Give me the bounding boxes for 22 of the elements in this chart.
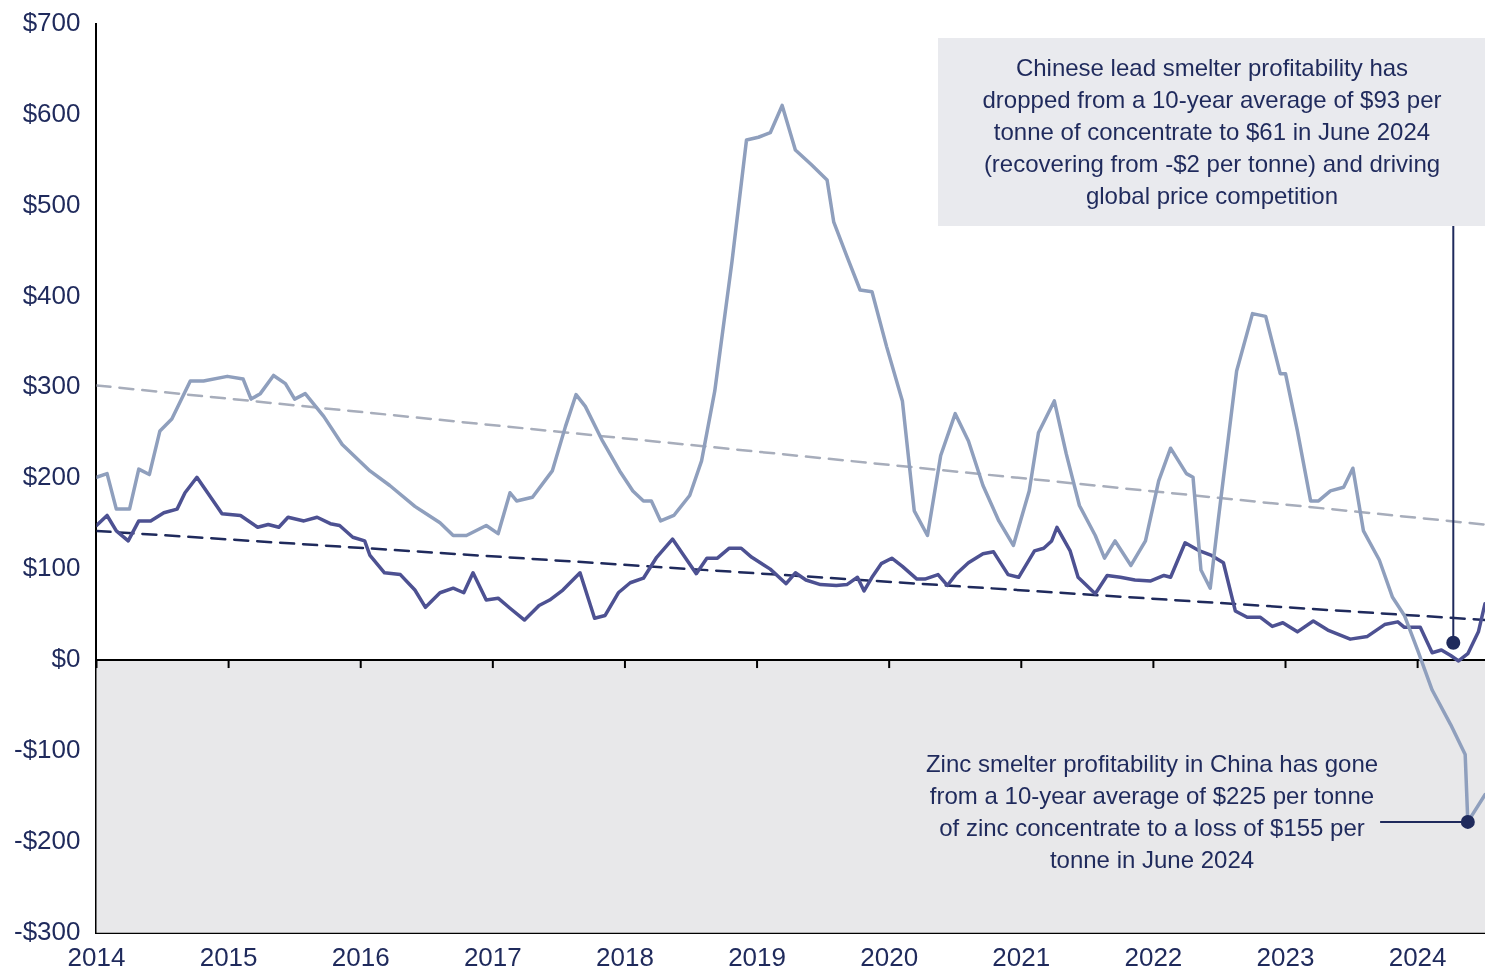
- x-tick-label: 2018: [596, 941, 654, 972]
- y-tick-label: -$100: [14, 734, 81, 765]
- y-tick-label: $100: [22, 552, 81, 583]
- x-tick-label: 2016: [331, 941, 390, 972]
- annotation: Chinese lead smelter profitability has dropped from a 10-year average of $93 per tonne of concentrate to $61 in June 2024 (recovering from -$2 per tonne) and driving global price competition: [981, 53, 1443, 211]
- x-tick-label: 2015: [199, 941, 258, 972]
- x-tick-label: 2017: [463, 941, 522, 972]
- x-tick-label: 2020: [860, 941, 919, 972]
- x-tick-label: 2019: [728, 941, 786, 972]
- y-tick-label: $400: [22, 279, 81, 310]
- y-tick-label: $0: [51, 643, 81, 674]
- x-tick-label: 2021: [992, 941, 1051, 972]
- y-tick-label: $300: [22, 370, 81, 401]
- y-tick-label: $600: [22, 97, 81, 128]
- y-tick-label: $200: [22, 461, 81, 492]
- y-tick-label: $700: [22, 6, 81, 37]
- x-tick-label: 2022: [1124, 941, 1183, 972]
- x-tick-label: 2023: [1256, 941, 1315, 972]
- y-tick-label: $500: [22, 188, 81, 219]
- y-tick-label: -$200: [14, 825, 81, 856]
- x-tick-label: 2024: [1388, 941, 1447, 972]
- annotation: Zinc smelter profitability in China has gone from a 10-year average of $225 per tonne of zinc concentrate to a loss of $155 per tonne in June 2024: [924, 749, 1380, 875]
